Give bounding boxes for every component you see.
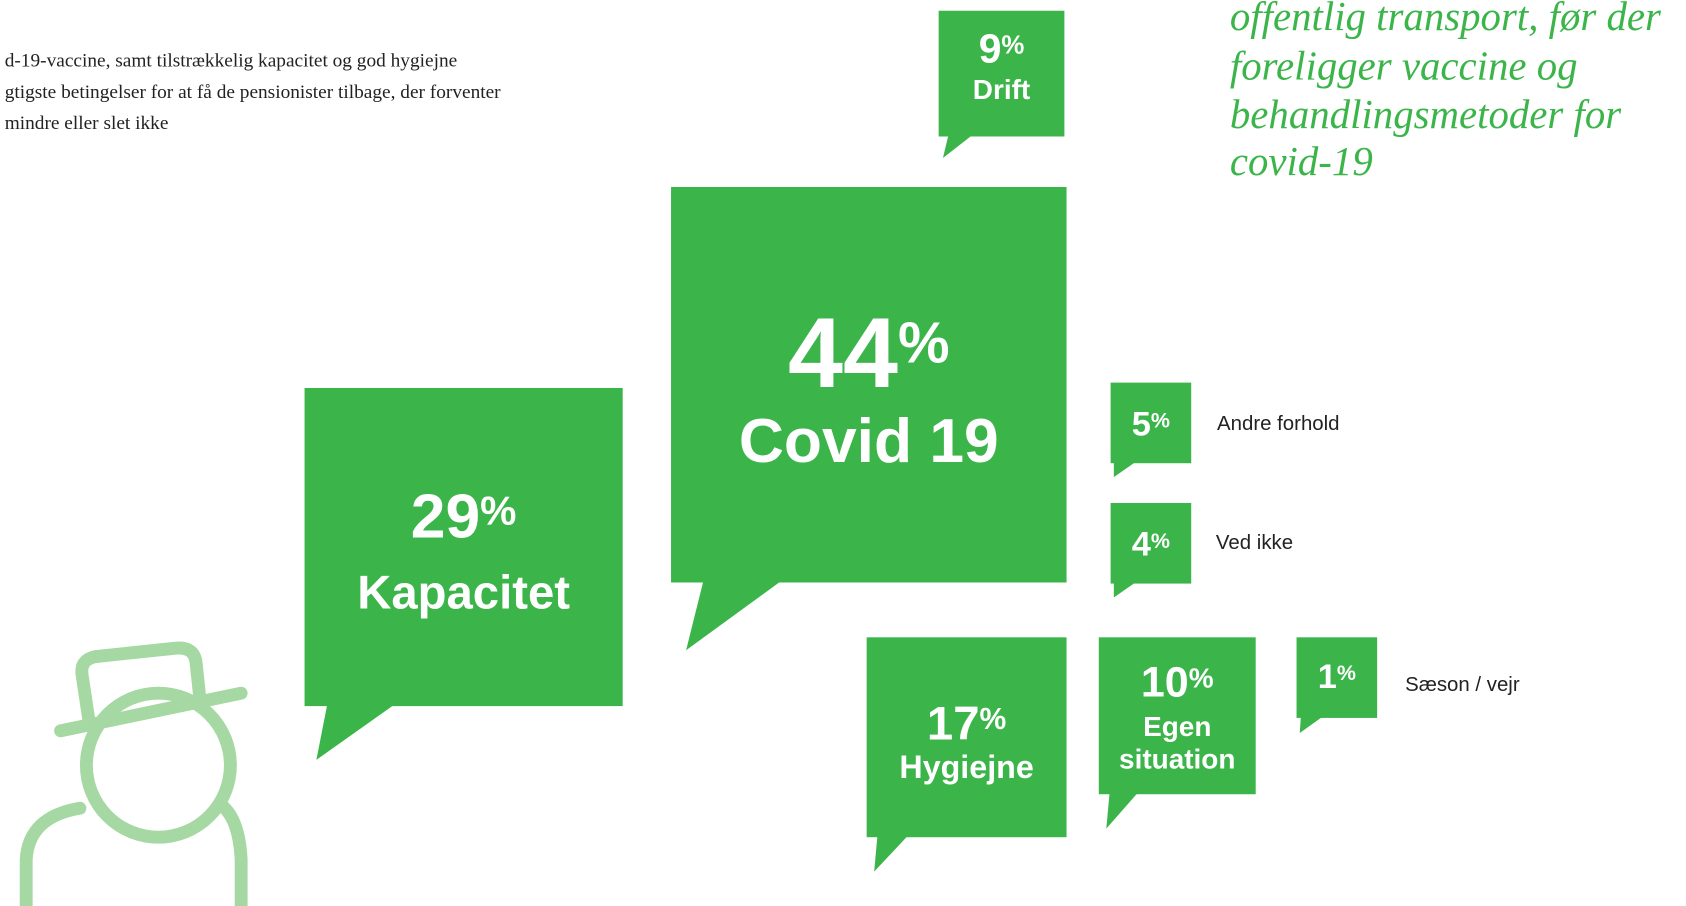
bubble-label: Drift (973, 74, 1030, 105)
bubble-box (1098, 637, 1256, 795)
value-number: 29 (411, 482, 480, 551)
headline-line: behandlingsmetoder for (1230, 92, 1622, 137)
bubble-box (671, 187, 1067, 583)
bubble-value: 4% (1132, 526, 1170, 564)
bubble-tail (1113, 462, 1136, 478)
bubble-label: Egen (1143, 711, 1211, 742)
bubble-tail (874, 836, 908, 872)
bubble-tail (316, 705, 394, 760)
bubble-tail (1106, 793, 1138, 829)
bubble-value: 10% (1141, 658, 1214, 706)
side-label: Andre forhold (1217, 413, 1340, 435)
value-number: 9 (979, 25, 1002, 71)
value-unit: % (1337, 661, 1356, 685)
bubble-tail (1299, 716, 1323, 733)
bubble-value: 29% (411, 482, 517, 551)
bubble-tail (686, 581, 781, 651)
bubble-label: situation (1119, 743, 1235, 774)
bubble-tail (942, 135, 972, 158)
headline-line: foreligger vaccine og (1230, 44, 1578, 89)
value-number: 10 (1141, 658, 1189, 706)
bubble-label: Covid 19 (739, 407, 999, 476)
value-unit: % (1151, 409, 1170, 433)
bubble-box (938, 10, 1065, 137)
intro-text: d-19-vaccine, samt tilstrækkelig kapacit… (5, 51, 501, 134)
side-label: Sæson / vejr (1405, 674, 1520, 696)
value-number: 4 (1132, 526, 1151, 564)
bubble-box (1110, 502, 1192, 584)
figure-icon (19, 641, 248, 906)
bubble-value: 17% (927, 697, 1006, 750)
headline-line: offentlig transport, før der (1230, 0, 1662, 39)
value-unit: % (980, 703, 1007, 736)
bubble-label: Kapacitet (357, 566, 570, 619)
value-unit: % (1151, 529, 1170, 553)
bubble: 29% Kapacitet (304, 387, 623, 760)
bubble-value: 9% (979, 25, 1025, 71)
intro-line: gtigste betingelser for at få de pension… (5, 82, 501, 103)
value-unit: % (1189, 662, 1214, 693)
bubble: 4% Ved ikke (1110, 502, 1293, 598)
intro-line: mindre eller slet ikke (5, 113, 169, 134)
value-number: 5 (1132, 405, 1151, 443)
bubble: 17%Hygiejne (866, 637, 1067, 872)
value-unit: % (898, 310, 950, 375)
value-number: 1 (1318, 658, 1337, 696)
bubble-value: 5% (1132, 405, 1170, 443)
bubble-value: 44% (788, 297, 950, 408)
headline-line: covid-19 (1230, 139, 1373, 184)
bubble-label: Hygiejne (899, 749, 1033, 785)
bubble-box (1110, 382, 1192, 464)
value-number: 17 (927, 697, 980, 750)
bubble: 44%Covid 19 (671, 187, 1067, 651)
side-label: Ved ikke (1216, 532, 1293, 554)
headline: offentlig transport, før der foreligger … (1230, 0, 1662, 184)
bubble: 1% Sæson / vejr (1296, 637, 1520, 733)
bubble-value: 1% (1318, 658, 1356, 696)
bubble-tail (1113, 582, 1136, 598)
bubble-box (866, 637, 1067, 838)
value-unit: % (1001, 31, 1024, 59)
value-number: 44 (788, 297, 898, 408)
intro-line: d-19-vaccine, samt tilstrækkelig kapacit… (5, 51, 457, 72)
bubble: 5% Andre forhold (1110, 382, 1340, 478)
value-unit: % (480, 487, 516, 533)
bubble: 9%Drift (938, 10, 1065, 158)
bubble-box (1296, 637, 1378, 718)
bubble-box (304, 387, 623, 707)
